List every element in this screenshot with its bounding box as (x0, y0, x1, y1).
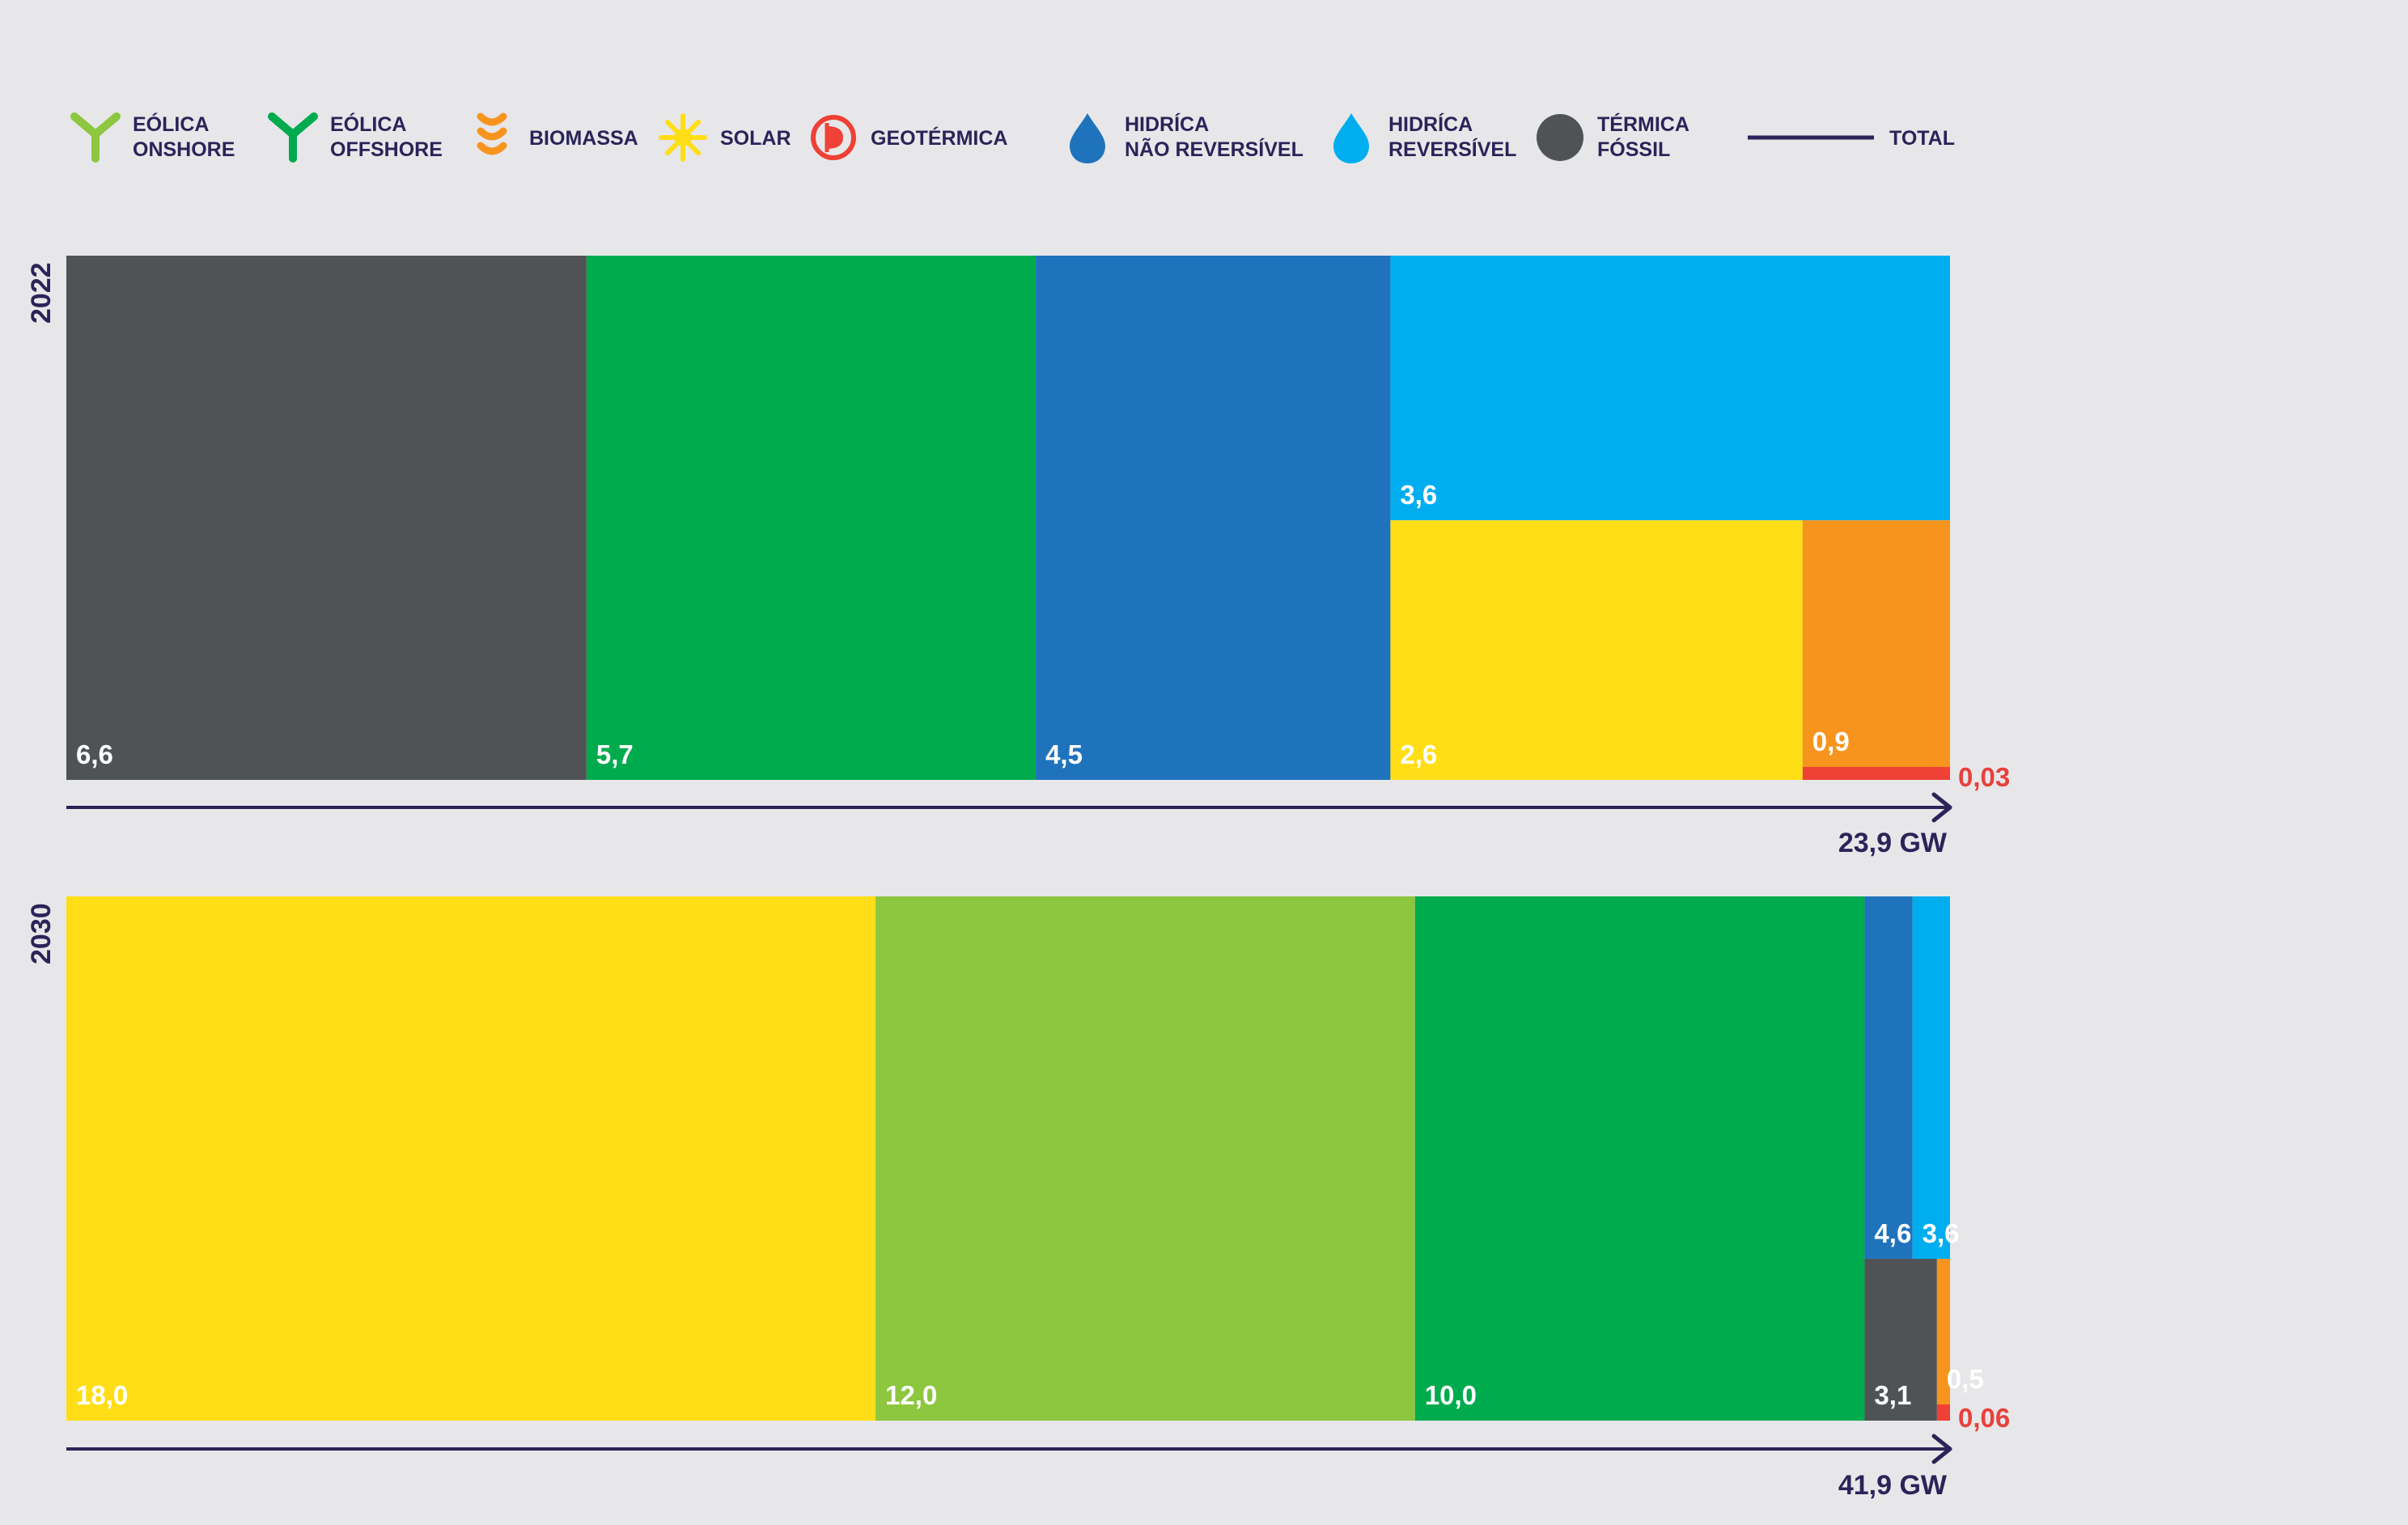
value-label: 3,6 (1923, 1218, 1960, 1248)
legend-label-termica-fossil: TÉRMICA (1597, 112, 1689, 136)
value-label: 3,6 (1400, 480, 1437, 510)
circle-icon (1537, 114, 1583, 161)
cell-solar (66, 896, 876, 1421)
cell-termica-fossil (1864, 1259, 1937, 1421)
total-label: 23,9 GW (1838, 828, 1948, 858)
year-label: 2022 (26, 262, 57, 324)
legend-label-eolica-offshore: EÓLICA (330, 112, 406, 136)
cell-hidrica-nao-reversivel (1864, 896, 1913, 1260)
cell-geotermica (1802, 767, 1950, 780)
total-arrow (66, 1434, 1952, 1464)
panel-2030: 2030 18,0 12,0 10,0 4,6 3,6 3,1 0,5 0,06 41,9 GW (26, 896, 2010, 1501)
value-label: 0,9 (1812, 726, 1850, 756)
value-label: 4,6 (1874, 1218, 1911, 1248)
cell-eolica-onshore (875, 896, 1415, 1421)
wheat-icon (477, 112, 507, 155)
cell-termica-fossil (66, 256, 587, 780)
value-label: 12,0 (885, 1380, 937, 1410)
value-label: 2,6 (1400, 739, 1437, 769)
cell-solar (1390, 520, 1803, 780)
legend-label-geotermica: GEOTÉRMICA (871, 126, 1007, 150)
total-label: 41,9 GW (1838, 1470, 1948, 1501)
wind-turbine-icon (70, 112, 121, 163)
wind-turbine-icon (268, 112, 318, 163)
cell-biomassa (1802, 520, 1950, 767)
value-label: 0,03 (1958, 762, 2010, 792)
water-drop-icon (1070, 113, 1105, 163)
geothermal-icon (811, 115, 856, 160)
cell-eolica-offshore (586, 256, 1037, 780)
cell-biomassa (1936, 1259, 1950, 1404)
legend-label-hidrica-nao-reversivel: NÃO REVERSÍVEL (1125, 137, 1304, 161)
legend-label-solar: SOLAR (720, 127, 791, 150)
value-label: 4,5 (1045, 739, 1083, 769)
year-label: 2030 (26, 903, 57, 964)
legend-label-eolica-onshore: ONSHORE (133, 138, 235, 161)
legend-label-hidrica-reversivel: HIDRÍCA (1388, 112, 1473, 136)
value-label: 10,0 (1425, 1380, 1477, 1410)
legend-label-biomassa: BIOMASSA (529, 127, 638, 150)
sun-icon (659, 113, 707, 162)
value-label: 0,5 (1947, 1364, 1984, 1394)
legend-label-eolica-onshore: EÓLICA (133, 112, 209, 136)
legend-label-total: TOTAL (1889, 127, 1955, 150)
water-drop-icon (1333, 113, 1369, 163)
cell-hidrica-reversivel (1390, 256, 1950, 521)
cell-hidrica-reversivel (1912, 896, 1950, 1260)
legend-label-termica-fossil: FÓSSIL (1597, 137, 1670, 161)
cell-geotermica (1936, 1404, 1950, 1421)
panel-2022: 2022 6,6 5,7 4,5 3,6 2,6 0,9 0,03 23,9 GW (26, 256, 2010, 858)
cell-hidrica-nao-reversivel (1036, 256, 1391, 780)
legend-label-hidrica-reversivel: REVERSÍVEL (1388, 138, 1516, 161)
value-label: 3,1 (1874, 1380, 1911, 1410)
value-label: 6,6 (76, 739, 113, 769)
value-label: 18,0 (76, 1380, 128, 1410)
legend-label-eolica-offshore: OFFSHORE (330, 138, 443, 161)
total-arrow (66, 792, 1952, 823)
cell-eolica-offshore (1414, 896, 1865, 1421)
value-label: 5,7 (596, 739, 634, 769)
value-label: 0,06 (1958, 1403, 2010, 1433)
legend-label-hidrica-nao-reversivel: HIDRÍCA (1125, 112, 1209, 136)
